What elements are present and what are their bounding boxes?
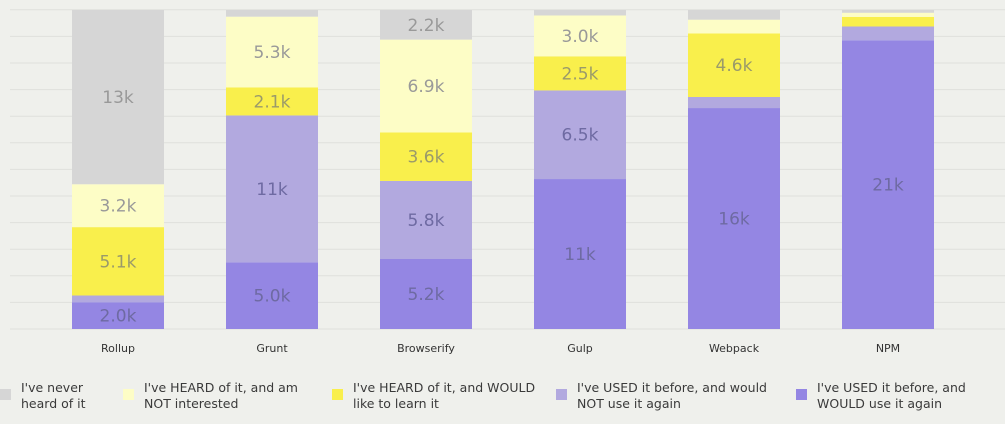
bar-value-label: 3.2k [100,197,137,217]
category-label: Browserify [397,342,455,355]
bar-segment [842,16,934,27]
legend-item-heard-would-learn: I've HEARD of it, and WOULD like to lear… [332,380,544,412]
bar-segment [534,56,626,91]
bar-segment [534,90,626,180]
bar-value-label: 3.0k [562,27,599,47]
bar-segment [72,302,164,329]
bar-value-label: 2.0k [100,307,137,327]
bar-value-label: 16k [718,210,750,230]
bar-segment [534,15,626,57]
bar-segment [534,10,626,16]
legend-label: I've USED it before, and would NOT use i… [577,380,767,411]
legend-swatch [332,389,343,400]
legend-item-used-would-use: I've USED it before, and WOULD use it ag… [796,380,1001,412]
bar-value-label: 2.5k [562,64,599,84]
bar-segment [688,19,780,34]
category-labels: Rollup Grunt Browserify Gulp Webpack NPM [101,342,900,355]
bar-value-label: 5.8k [408,211,445,231]
bar-value-label: 11k [564,245,596,265]
category-label: NPM [876,342,900,355]
legend-swatch [796,389,807,400]
bar-value-label: 2.1k [254,92,291,112]
category-label: Webpack [709,342,760,355]
bar-segment [226,87,318,116]
bar-segment [72,10,164,185]
bar-segment [72,295,164,303]
legend-item-never-heard: I've never heard of it [0,380,120,412]
bar-segment [688,97,780,109]
bar-value-label: 6.5k [562,126,599,146]
legend-label: I've USED it before, and WOULD use it ag… [817,380,966,411]
bar-value-label: 13k [102,88,134,108]
bar-value-label: 2.2k [408,16,445,36]
bar-value-label: 5.2k [408,285,445,305]
legend-swatch [123,389,134,400]
category-label: Gulp [567,342,593,355]
bar-segment [842,26,934,41]
bar-segment [226,262,318,329]
bar-segment [842,12,934,17]
bar-segment [226,115,318,263]
category-label: Grunt [256,342,288,355]
bar-segment [842,10,934,13]
bar-segment [534,179,626,329]
bar-segment [688,33,780,97]
bar-segment [226,10,318,17]
bar-segment [380,180,472,260]
legend-swatch [556,389,567,400]
bar-segment [380,39,472,133]
legend-item-used-would-not: I've USED it before, and would NOT use i… [556,380,768,412]
gridlines [10,9,1005,330]
bar-value-label: 3.6k [408,148,445,168]
bar-value-label: 4.6k [716,56,753,76]
bar-value-label: 5.3k [254,43,291,63]
stacked-bar-chart: 2.0k 5.1k 3.2k 13k 5.0k 11k 2.1k 5.3k 5.2k 5.8k 3.… [10,9,1005,355]
bar-segment [688,10,780,20]
legend: I've never heard of it I've HEARD of it,… [0,380,1005,420]
legend-label: I've HEARD of it, and WOULD like to lear… [353,380,536,411]
bar-segment [842,40,934,329]
bar-segment [380,259,472,329]
bars: 2.0k 5.1k 3.2k 13k 5.0k 11k 2.1k 5.3k 5.2k 5.8k 3.… [72,10,934,329]
bar-segment [688,108,780,329]
bar-segment [72,184,164,228]
category-label: Rollup [101,342,135,355]
legend-swatch [0,389,11,400]
bar-value-label: 5.1k [100,252,137,272]
bar-value-label: 11k [256,180,288,200]
legend-label: I've never heard of it [21,380,86,411]
legend-item-heard-not-interested: I've HEARD of it, and am NOT interested [123,380,323,412]
legend-label: I've HEARD of it, and am NOT interested [144,380,298,411]
bar-value-label: 5.0k [254,287,291,307]
bar-value-label: 6.9k [408,77,445,97]
bar-segment [226,16,318,88]
bar-segment [380,10,472,40]
bar-segment [380,132,472,181]
bar-value-label: 21k [872,176,904,196]
bar-segment [72,227,164,296]
